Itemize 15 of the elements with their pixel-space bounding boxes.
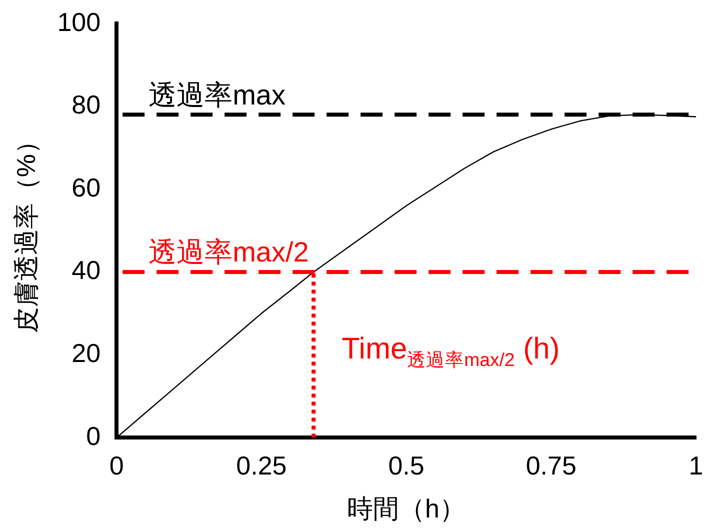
x-tick-label: 0	[109, 450, 124, 480]
y-tick-label: 0	[86, 420, 101, 451]
y-tick-label: 20	[72, 338, 101, 368]
y-tick-label: 100	[57, 6, 101, 37]
x-axis-title: 時間（h）	[347, 494, 466, 524]
x-tick-label: 0.25	[236, 450, 287, 480]
x-tick-label: 0.75	[526, 450, 576, 480]
y-tick-label: 80	[72, 90, 101, 120]
y-tick-label: 60	[72, 172, 101, 202]
ref-line-label: 透過率max/2	[148, 236, 309, 268]
y-axis-title: 皮膚透過率（%）	[10, 128, 41, 334]
x-tick-label: 1	[688, 450, 704, 480]
ref-line-label: 透過率max	[148, 79, 286, 110]
x-tick-label: 0.5	[388, 450, 424, 480]
y-tick-label: 40	[72, 255, 101, 286]
